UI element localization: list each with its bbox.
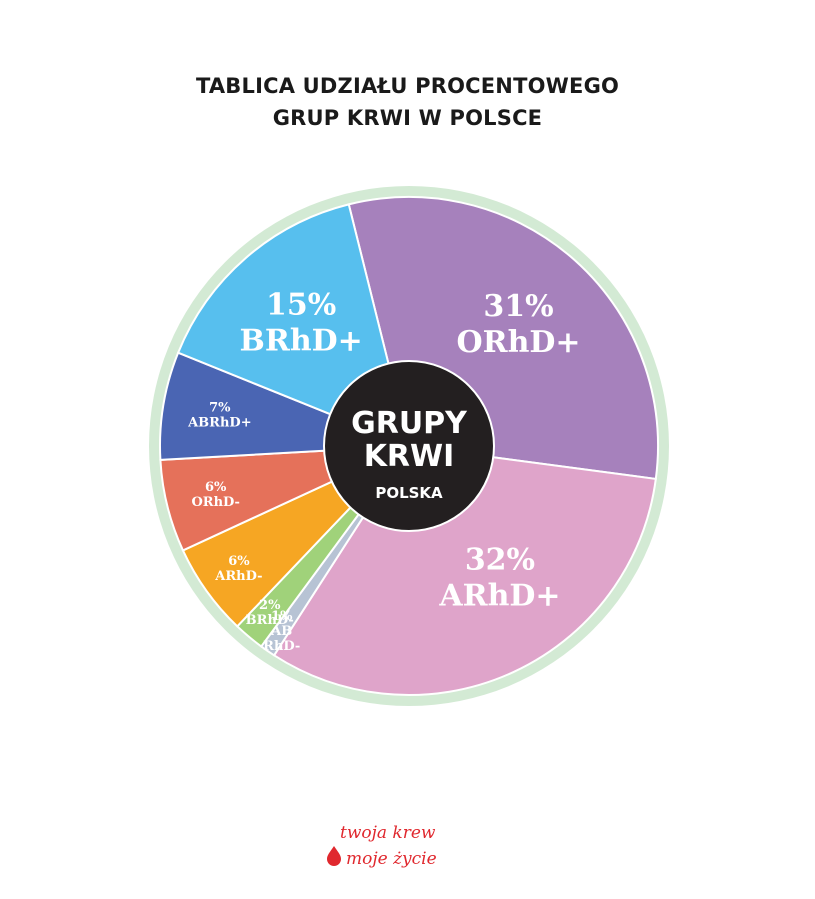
- slice-label-arhd: 6%ARhD-: [214, 554, 262, 584]
- slice-label-orhd: 31%ORhD+: [457, 289, 581, 360]
- slice-category-label: BRhD-: [246, 613, 294, 628]
- slice-label-brhd: 2%BRhD-: [246, 598, 294, 628]
- center-label-line-3: POLSKA: [375, 484, 443, 502]
- blood-drop-icon: [327, 846, 341, 866]
- slice-category-label: ARhD-: [214, 569, 262, 584]
- slice-percent-label: 32%: [465, 542, 535, 577]
- chart-title-line-1: TABLICA UDZIAŁU PROCENTOWEGO: [195, 74, 620, 98]
- logo-text-line-2: moje życie: [346, 849, 437, 869]
- slice-label-brhd: 15%BRhD+: [240, 287, 363, 358]
- slice-percent-label: 2%: [259, 598, 281, 613]
- pie-center: GRUPY KRWI POLSKA: [323, 360, 495, 532]
- slice-category-label: ORhD-: [191, 495, 240, 510]
- slice-category-label: ABRhD+: [187, 416, 252, 431]
- chart-title-line-2: GRUP KRWI W POLSCE: [272, 106, 543, 130]
- pie-center-circle: [323, 360, 495, 532]
- slice-label-abrhd: 7%ABRhD+: [187, 401, 252, 431]
- center-label-line-1: GRUPY: [351, 406, 468, 441]
- slice-percent-label: 7%: [209, 401, 231, 416]
- slice-category-label: RhD-: [263, 639, 300, 654]
- slice-category-label: ORhD+: [457, 325, 581, 360]
- slice-percent-label: 6%: [228, 554, 250, 569]
- slice-percent-label: 1%: [271, 609, 293, 624]
- slice-category-label: BRhD+: [240, 323, 363, 358]
- brand-logo: twoja krew moje życie: [327, 823, 437, 869]
- slice-percent-label: 31%: [483, 289, 553, 324]
- chart-title: TABLICA UDZIAŁU PROCENTOWEGO GRUP KRWI W…: [0, 70, 815, 134]
- slice-label-orhd: 6%ORhD-: [191, 480, 240, 510]
- slice-label-arhd: 32%ARhD+: [438, 542, 560, 613]
- slice-label-abrhd: 1%ABRhD-: [263, 609, 300, 654]
- slice-category-label: ARhD+: [438, 578, 560, 613]
- pie-slice-labels: 31%ORhD+32%ARhD+1%ABRhD-2%BRhD-6%ARhD-6%…: [187, 287, 580, 654]
- logo-text-line-1: twoja krew: [340, 823, 436, 843]
- slice-percent-label: 15%: [266, 287, 336, 322]
- slice-percent-label: 6%: [205, 480, 227, 495]
- slice-category-label: AB: [270, 624, 292, 639]
- center-label-line-2: KRWI: [364, 439, 455, 474]
